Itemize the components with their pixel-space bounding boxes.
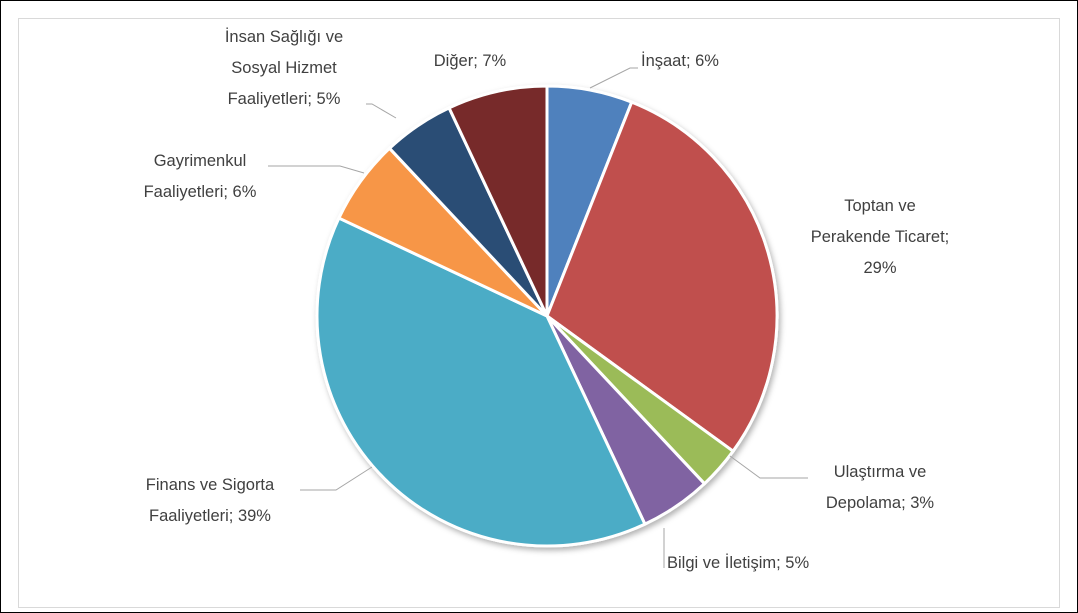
data-label: Ulaştırma ve Depolama; 3% (826, 463, 935, 512)
pie-slice (545, 100, 779, 453)
data-label: İnşaat; 6% (641, 51, 719, 70)
plot-frame (18, 18, 1060, 608)
data-label: Gayrimenkul Faaliyetleri; 6% (144, 152, 257, 201)
data-label: Diğer; 7% (434, 52, 507, 70)
pie-slice (447, 84, 549, 318)
leader-line (589, 67, 638, 89)
leader-line (729, 455, 808, 479)
leader-line (268, 165, 365, 174)
pie (315, 84, 779, 548)
leader-line (366, 103, 397, 119)
data-label: İnsan Sağlığı ve Sosyal Hizmet Faaliyetler… (225, 27, 343, 108)
pie-slice (315, 216, 647, 548)
data-label: Finans ve Sigorta Faaliyetleri; 39% (146, 476, 275, 525)
leader-line (300, 466, 373, 491)
data-label: Bilgi ve İletişim; 5% (667, 553, 809, 572)
data-label: Toptan ve Perakende Ticaret; 29% (811, 197, 950, 277)
